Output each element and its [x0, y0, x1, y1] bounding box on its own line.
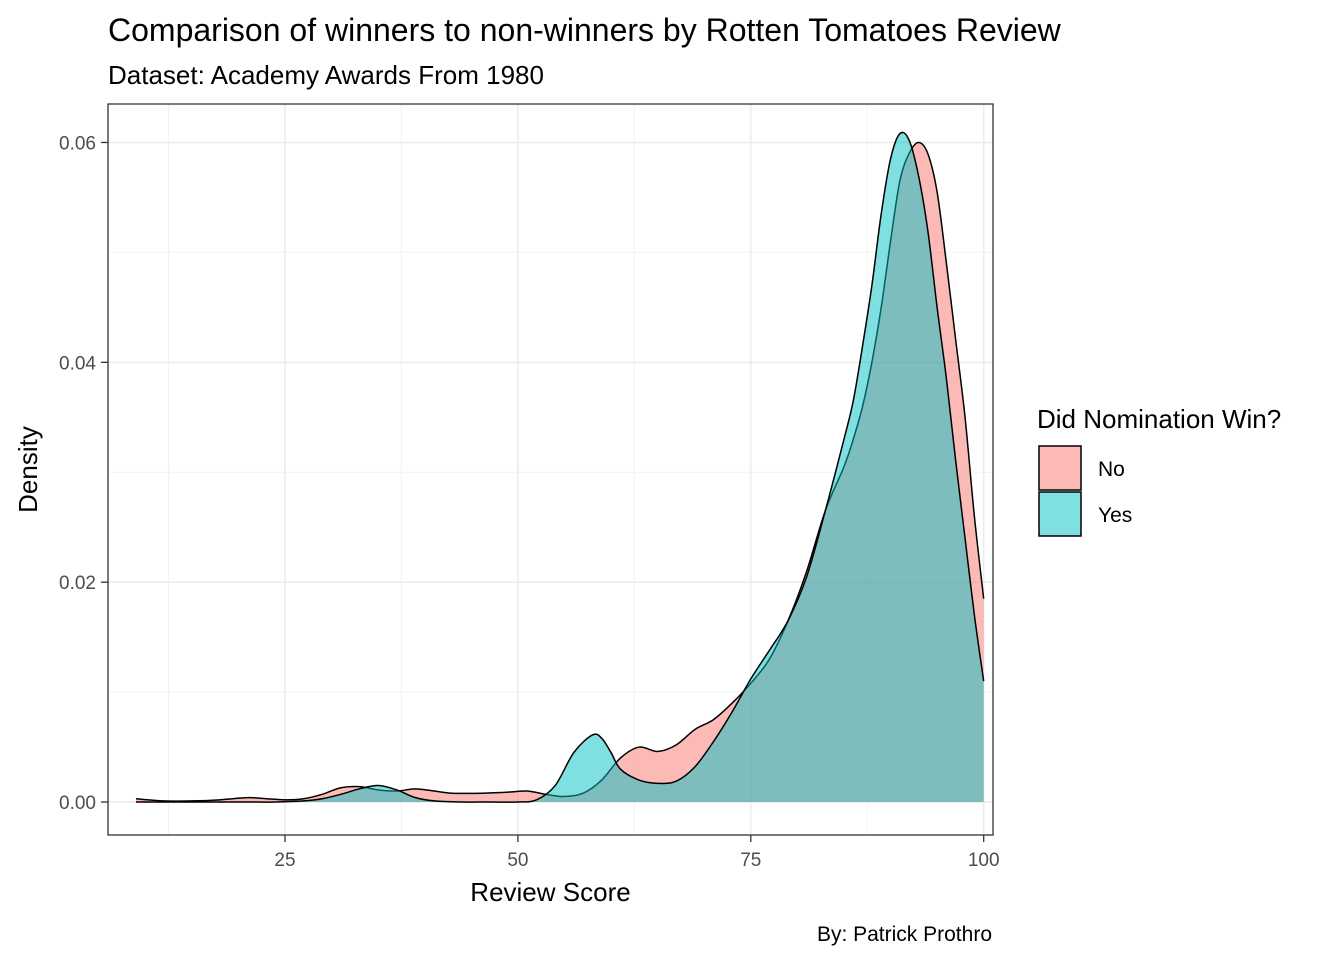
y-tick-label: 0.00: [59, 793, 96, 814]
x-tick-label: 50: [507, 850, 528, 871]
legend: Did Nomination Win? No Yes: [1037, 404, 1281, 537]
legend-swatch-yes: [1038, 491, 1082, 537]
x-tick-label: 75: [740, 850, 761, 871]
x-tick-label: 25: [274, 850, 295, 871]
legend-title: Did Nomination Win?: [1037, 404, 1281, 434]
density-line-yes: [135, 131, 985, 803]
y-tick-label: 0.02: [59, 573, 96, 594]
y-tick-label: 0.06: [59, 133, 96, 154]
chart-caption: By: Patrick Prothro: [817, 923, 992, 946]
density-areas: [135, 131, 985, 803]
x-tick-label: 100: [968, 850, 1000, 871]
legend-label-no: No: [1098, 458, 1125, 481]
axes: 25 50 75 100 0.00 0.02 0.04 0.06: [59, 133, 1000, 871]
legend-label-yes: Yes: [1098, 504, 1132, 527]
y-tick-label: 0.04: [59, 353, 96, 374]
legend-swatch-no: [1038, 445, 1082, 491]
x-axis-title: Review Score: [470, 877, 630, 907]
chart-subtitle: Dataset: Academy Awards From 1980: [108, 60, 544, 90]
density-area-yes: [135, 132, 984, 803]
plot-panel-border: [107, 103, 994, 836]
chart-title: Comparison of winners to non-winners by …: [108, 12, 1062, 48]
y-axis-title: Density: [13, 426, 43, 513]
